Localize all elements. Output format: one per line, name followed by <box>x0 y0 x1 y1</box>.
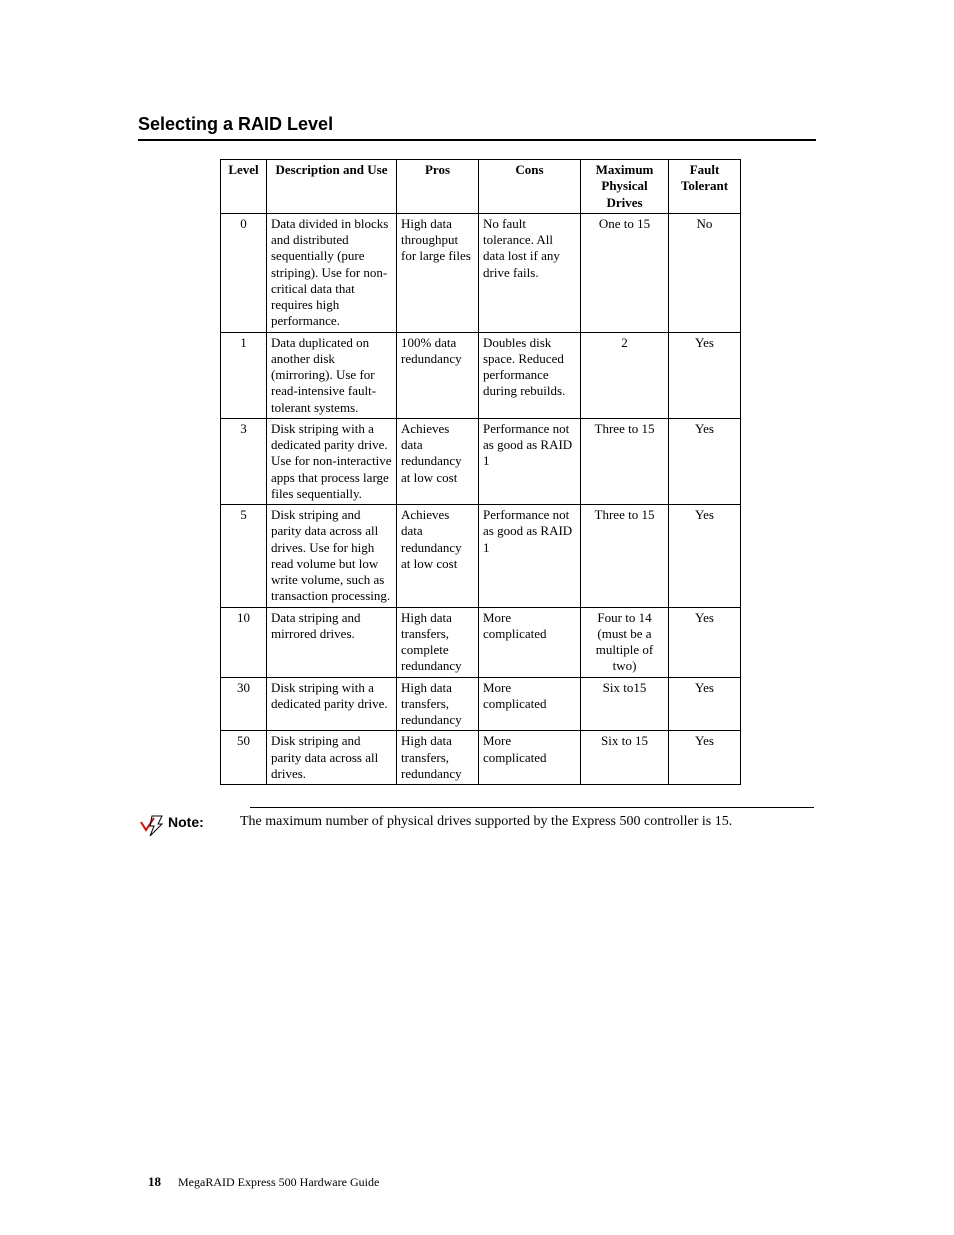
section-heading: Selecting a RAID Level <box>138 114 816 135</box>
cell-pros: High data throughput for large files <box>397 213 479 332</box>
cell-level: 1 <box>221 332 267 418</box>
cell-level: 30 <box>221 677 267 731</box>
cell-pros: High data transfers, redundancy <box>397 731 479 785</box>
cell-max: Six to15 <box>581 677 669 731</box>
table-row: 5 Disk striping and parity data across a… <box>221 505 741 608</box>
cell-desc: Data striping and mirrored drives. <box>267 607 397 677</box>
th-desc: Description and Use <box>267 160 397 214</box>
cell-level: 3 <box>221 418 267 504</box>
th-cons: Cons <box>479 160 581 214</box>
cell-max: Three to 15 <box>581 418 669 504</box>
cell-cons: More complicated <box>479 607 581 677</box>
cell-fault: Yes <box>669 332 741 418</box>
cell-pros: Achieves data redundancy at low cost <box>397 418 479 504</box>
cell-fault: Yes <box>669 677 741 731</box>
raid-table: Level Description and Use Pros Cons Maxi… <box>220 159 741 785</box>
table-row: 0 Data divided in blocks and distributed… <box>221 213 741 332</box>
note-label: Note: <box>168 814 240 830</box>
cell-desc: Disk striping with a dedicated parity dr… <box>267 677 397 731</box>
cell-fault: Yes <box>669 418 741 504</box>
cell-fault: Yes <box>669 505 741 608</box>
th-fault: Fault Tolerant <box>669 160 741 214</box>
table-row: 1 Data duplicated on another disk (mirro… <box>221 332 741 418</box>
th-level: Level <box>221 160 267 214</box>
note-block: Note: The maximum number of physical dri… <box>138 807 816 841</box>
cell-max: One to 15 <box>581 213 669 332</box>
cell-level: 0 <box>221 213 267 332</box>
cell-cons: No fault tolerance. All data lost if any… <box>479 213 581 332</box>
cell-desc: Data divided in blocks and distributed s… <box>267 213 397 332</box>
th-pros: Pros <box>397 160 479 214</box>
cell-level: 5 <box>221 505 267 608</box>
cell-max: 2 <box>581 332 669 418</box>
cell-max: Six to 15 <box>581 731 669 785</box>
note-icon <box>138 814 168 841</box>
page-footer: 18 MegaRAID Express 500 Hardware Guide <box>148 1174 379 1190</box>
cell-cons: Doubles disk space. Reduced performance … <box>479 332 581 418</box>
cell-desc: Disk striping with a dedicated parity dr… <box>267 418 397 504</box>
cell-fault: Yes <box>669 731 741 785</box>
cell-pros: Achieves data redundancy at low cost <box>397 505 479 608</box>
table-row: 30 Disk striping with a dedicated parity… <box>221 677 741 731</box>
cell-max: Four to 14 (must be a multiple of two) <box>581 607 669 677</box>
th-max: Maximum Physical Drives <box>581 160 669 214</box>
table-header-row: Level Description and Use Pros Cons Maxi… <box>221 160 741 214</box>
cell-desc: Data duplicated on another disk (mirrori… <box>267 332 397 418</box>
heading-rule <box>138 139 816 141</box>
cell-max: Three to 15 <box>581 505 669 608</box>
cell-pros: 100% data redundancy <box>397 332 479 418</box>
page: Selecting a RAID Level Level Description… <box>0 0 954 1235</box>
footer-title: MegaRAID Express 500 Hardware Guide <box>178 1175 379 1189</box>
cell-level: 10 <box>221 607 267 677</box>
table-row: 10 Data striping and mirrored drives. Hi… <box>221 607 741 677</box>
note-text: The maximum number of physical drives su… <box>240 814 816 830</box>
cell-desc: Disk striping and parity data across all… <box>267 505 397 608</box>
cell-cons: Performance not as good as RAID 1 <box>479 418 581 504</box>
cell-level: 50 <box>221 731 267 785</box>
cell-fault: No <box>669 213 741 332</box>
note-rule <box>250 807 814 808</box>
cell-cons: More complicated <box>479 677 581 731</box>
cell-cons: Performance not as good as RAID 1 <box>479 505 581 608</box>
table-row: 3 Disk striping with a dedicated parity … <box>221 418 741 504</box>
table-row: 50 Disk striping and parity data across … <box>221 731 741 785</box>
cell-fault: Yes <box>669 607 741 677</box>
cell-cons: More complicated <box>479 731 581 785</box>
cell-desc: Disk striping and parity data across all… <box>267 731 397 785</box>
cell-pros: High data transfers, redundancy <box>397 677 479 731</box>
cell-pros: High data transfers, complete redundancy <box>397 607 479 677</box>
page-number: 18 <box>148 1174 161 1189</box>
